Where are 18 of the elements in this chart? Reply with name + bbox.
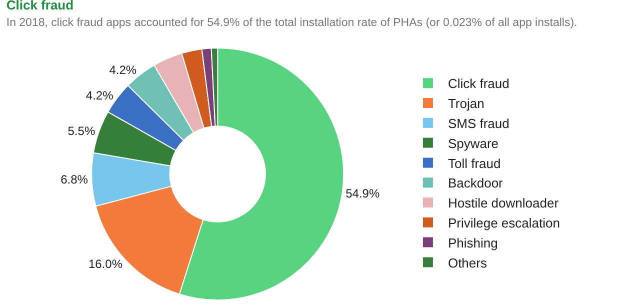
- data-label: 4.2%: [109, 63, 137, 78]
- legend-label: SMS fraud: [448, 116, 510, 131]
- data-label: 5.5%: [68, 124, 96, 138]
- legend-label: Hostile downloader: [448, 196, 560, 211]
- legend-label: Spyware: [448, 136, 499, 151]
- data-label: 6.8%: [60, 172, 88, 187]
- legend-label: Privilege escalation: [448, 215, 560, 230]
- legend-label: Others: [448, 255, 488, 270]
- legend-label: Phishing: [448, 235, 498, 250]
- legend-label: Trojan: [448, 96, 484, 112]
- legend-label: Toll fraud: [448, 156, 501, 171]
- legend-label: Click fraud: [448, 76, 510, 92]
- chart-subtitle: In 2018, click fraud apps accounted for 54.9% of the total installation rate of PHAs (or 0.023% of all app installs).: [6, 17, 578, 30]
- chart-title: Click fraud: [6, 0, 74, 12]
- data-label: 16.0%: [88, 257, 123, 272]
- legend-label: Backdoor: [448, 176, 504, 191]
- data-label: 54.9%: [346, 186, 380, 200]
- data-label: 4.2%: [86, 88, 114, 102]
